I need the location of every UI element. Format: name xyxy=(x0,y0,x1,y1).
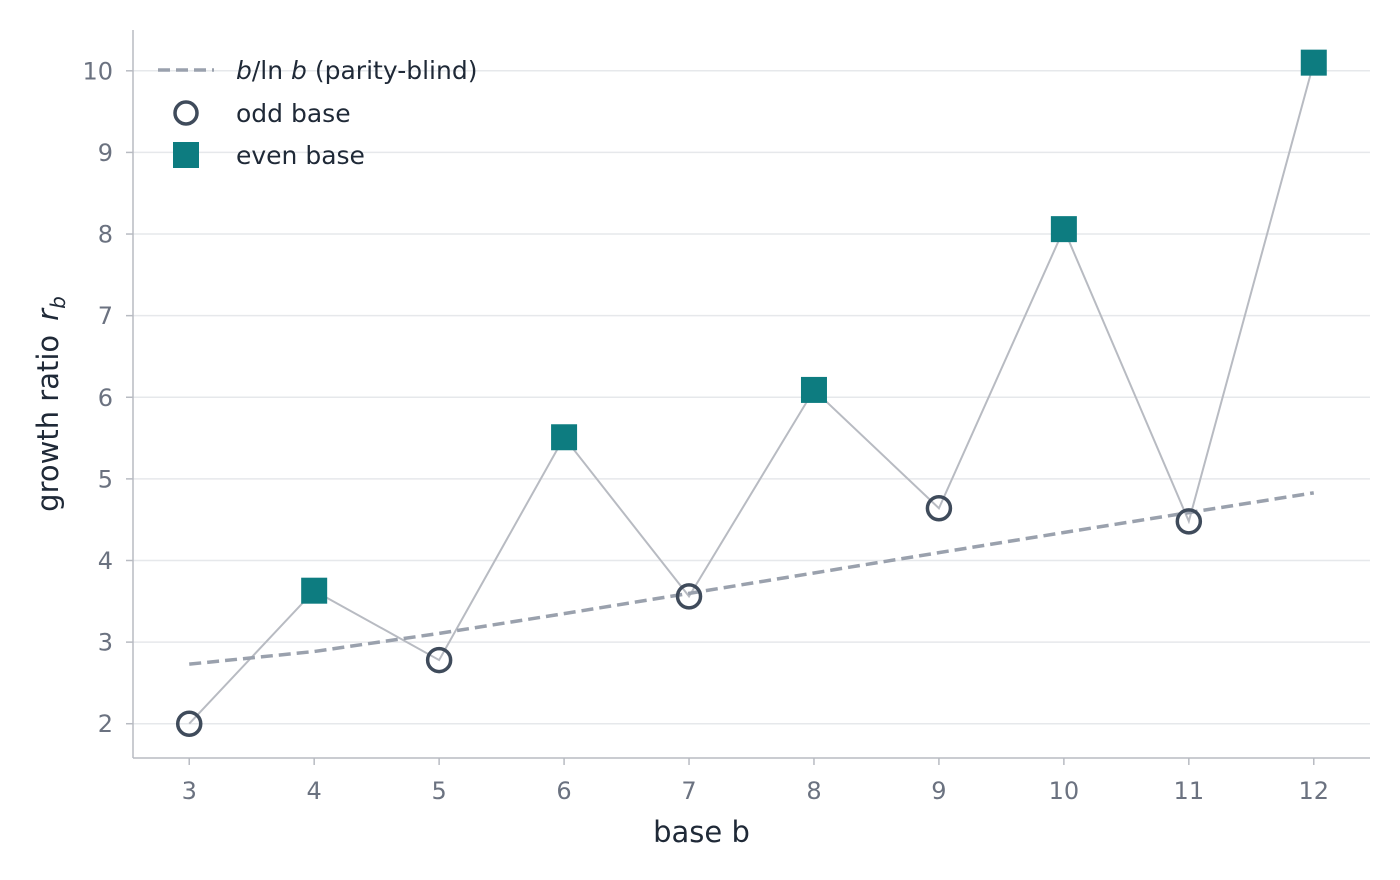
y-tick-label-9: 9 xyxy=(98,139,113,167)
axes xyxy=(132,30,1370,759)
y-tick-label-4: 4 xyxy=(98,547,113,575)
x-tick-label-9: 9 xyxy=(931,777,946,805)
odd-point-b11 xyxy=(1175,508,1203,535)
even-point-b4 xyxy=(301,577,328,604)
x-tick-label-7: 7 xyxy=(681,777,696,805)
x-tick-label-4: 4 xyxy=(307,777,322,805)
grid-lines xyxy=(133,70,1370,725)
legend-open-circle-swatch xyxy=(173,100,199,126)
zigzag-connector-line xyxy=(188,62,1315,725)
even-point-b6 xyxy=(551,424,578,451)
legend-label-odd: odd base xyxy=(236,99,351,128)
y-tick-label-7: 7 xyxy=(98,302,113,330)
legend-label-even: even base xyxy=(236,141,365,170)
odd-point-b7 xyxy=(675,583,703,610)
y-axis-title-main: growth ratio xyxy=(31,335,65,512)
odd-point-b5 xyxy=(425,646,453,674)
x-tick-label-10: 10 xyxy=(1049,777,1080,805)
y-axis-title-sub: b xyxy=(46,296,70,309)
y-tick-label-2: 2 xyxy=(98,710,113,738)
y-tick-label-10: 10 xyxy=(82,57,113,85)
legend: b/ln b (parity-blind) odd base even base xyxy=(158,56,477,170)
y-tick-label-8: 8 xyxy=(98,221,113,249)
odd-point-b9 xyxy=(925,495,953,522)
y-axis-title-var: r xyxy=(31,307,65,321)
fit-dashed-line xyxy=(189,491,1315,666)
even-point-b10 xyxy=(1050,216,1077,243)
x-tick-label-12: 12 xyxy=(1298,777,1329,805)
legend-label-fit: b/ln b (parity-blind) xyxy=(236,56,477,85)
series xyxy=(175,49,1327,737)
y-tick-label-6: 6 xyxy=(98,384,113,412)
x-tick-label-8: 8 xyxy=(806,777,821,805)
even-point-b12 xyxy=(1300,49,1327,76)
legend-filled-square-swatch xyxy=(173,142,199,168)
x-tick-label-11: 11 xyxy=(1174,777,1205,805)
y-tick-label-5: 5 xyxy=(98,465,113,493)
x-tick-label-3: 3 xyxy=(182,777,197,805)
odd-point-b3 xyxy=(175,710,203,737)
tick-marks: 2 3 4 5 6 7 8 9 10 3 4 5 6 7 8 9 10 11 12 xyxy=(82,57,1329,805)
x-tick-label-5: 5 xyxy=(431,777,446,805)
y-tick-label-3: 3 xyxy=(98,629,113,657)
x-axis-title: base b xyxy=(653,815,750,849)
y-axis-title: growth ratio rb xyxy=(31,296,70,512)
even-point-b8 xyxy=(800,376,827,403)
x-tick-label-6: 6 xyxy=(556,777,571,805)
